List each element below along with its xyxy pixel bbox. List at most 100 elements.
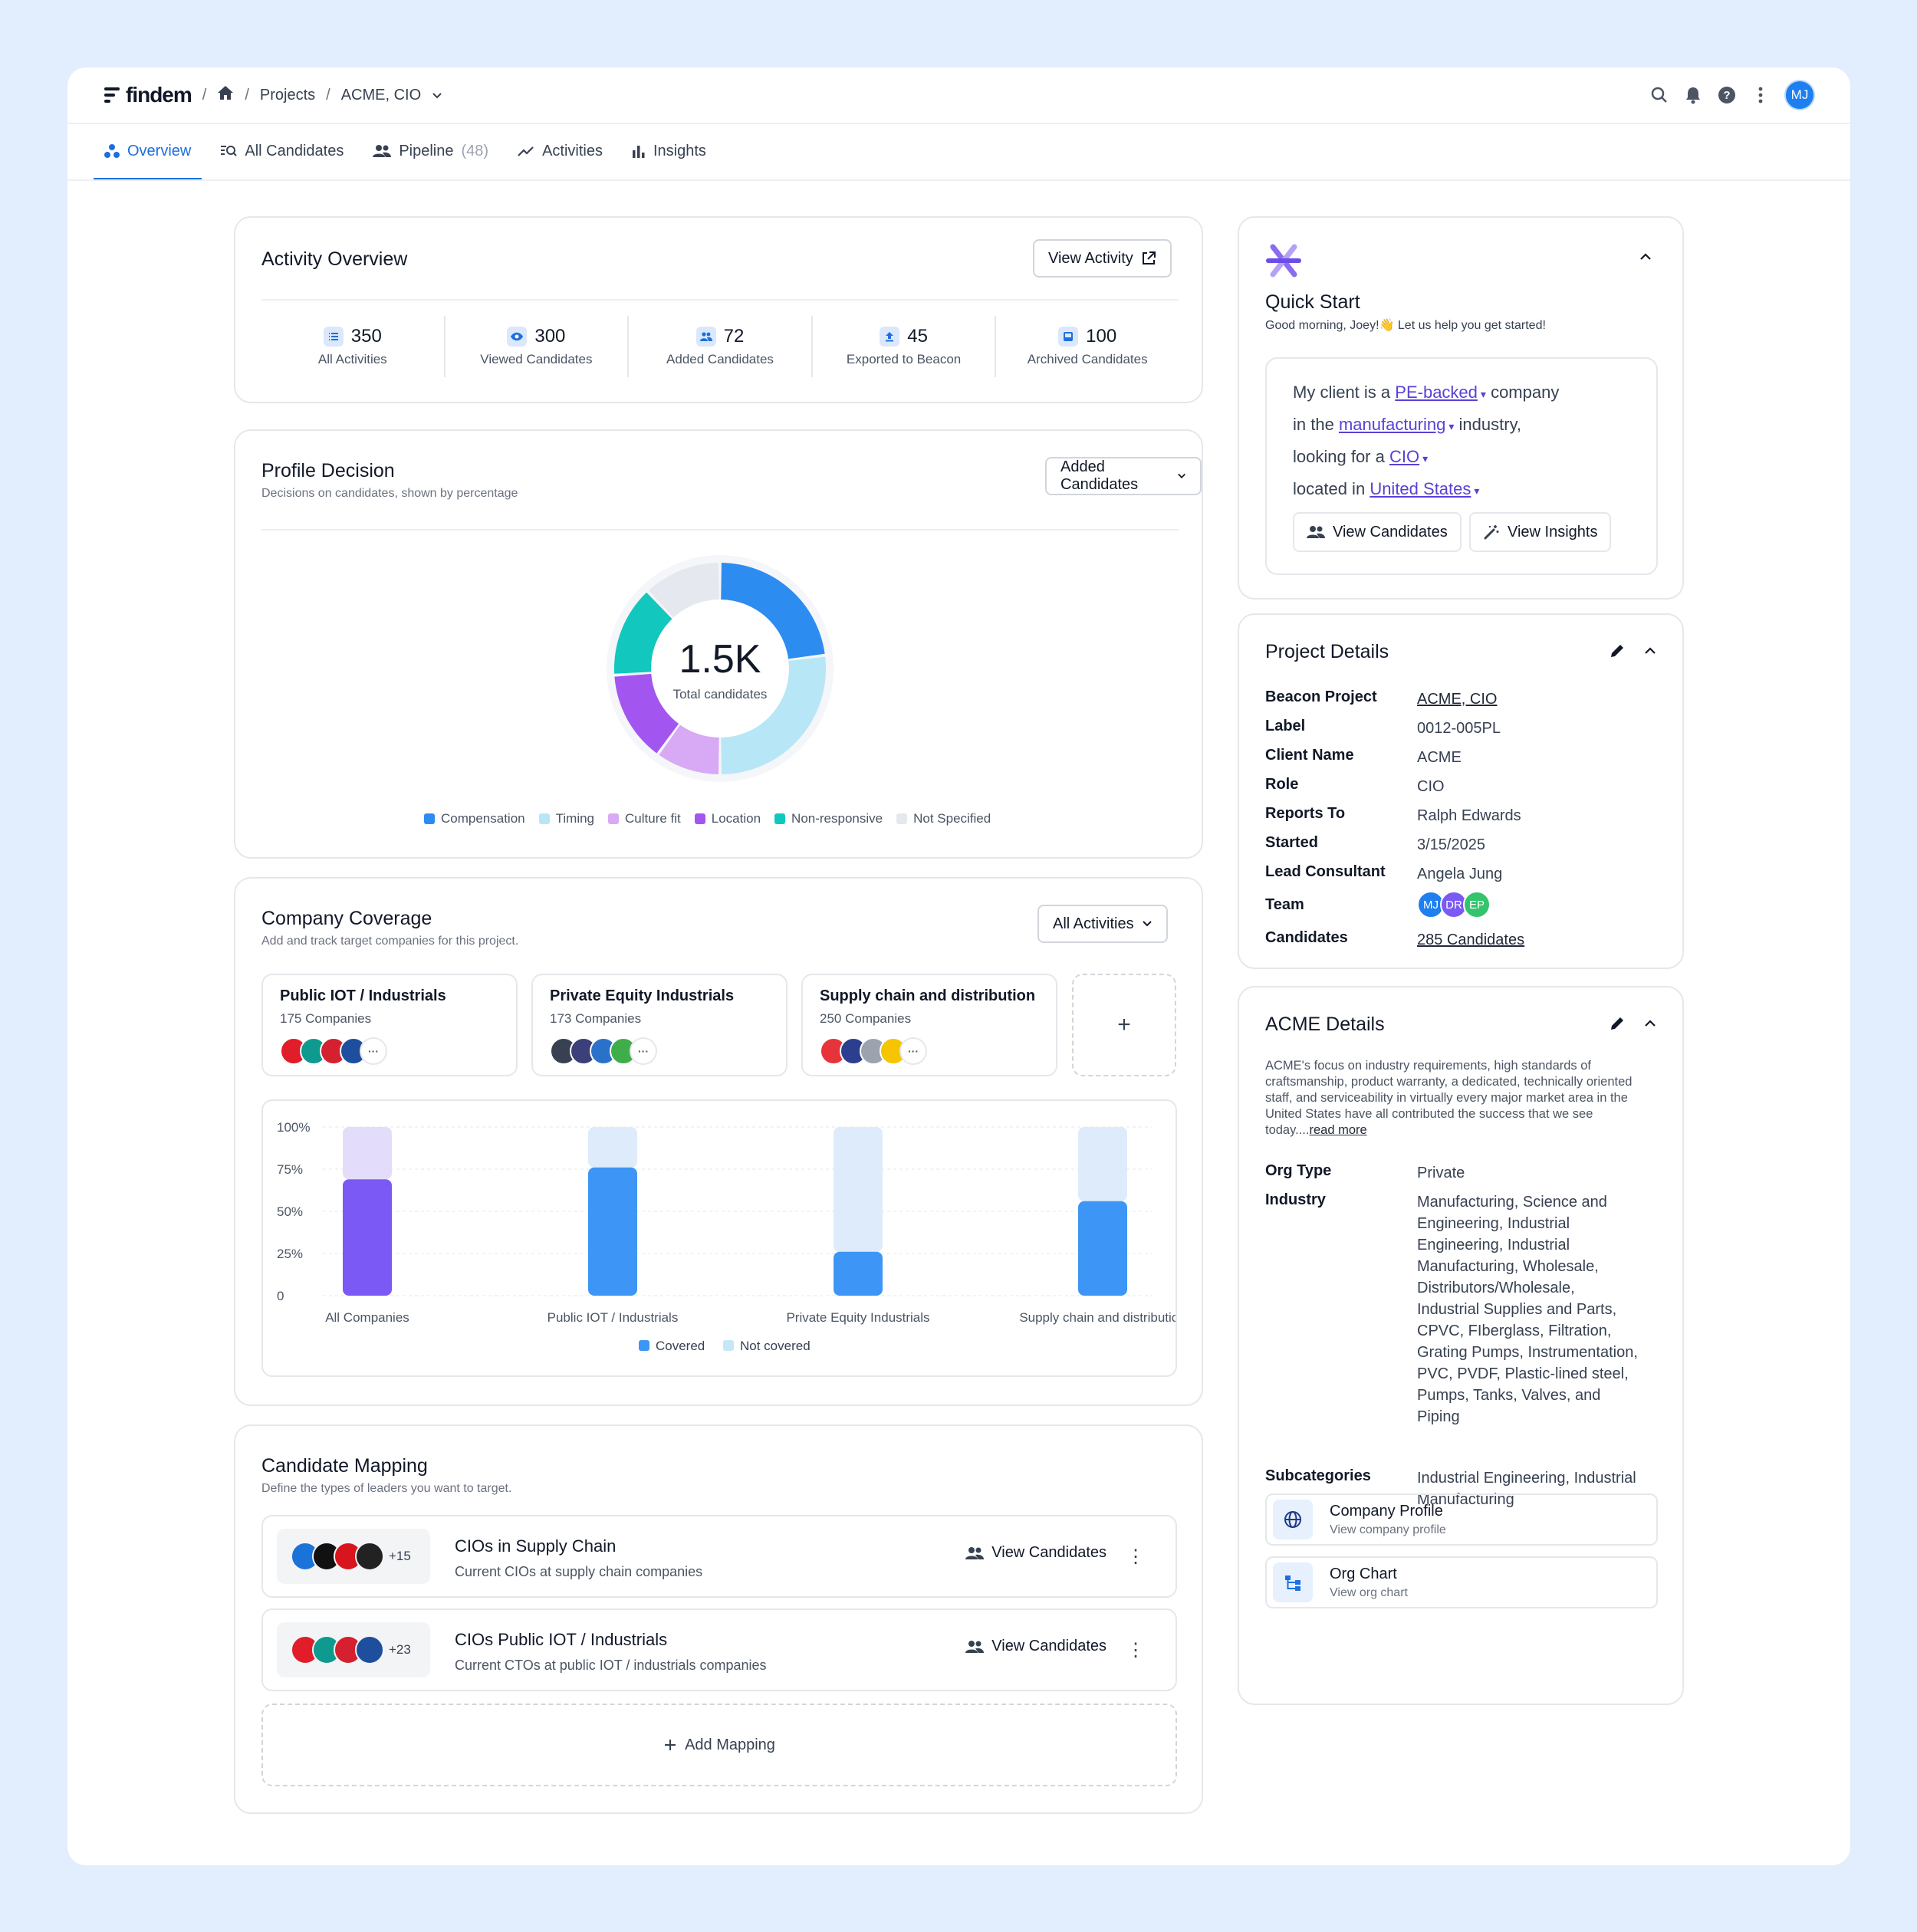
breadcrumb-projects[interactable]: Projects xyxy=(259,86,316,104)
legend-item-not-specified[interactable]: Not Specified xyxy=(896,811,991,826)
legend-item-compensation[interactable]: Compensation xyxy=(424,811,525,826)
stat-added-candidates[interactable]: 72 Added Candidates xyxy=(629,316,813,377)
stat-all-activities[interactable]: 350 All Activities xyxy=(261,316,446,377)
stat-label: Viewed Candidates xyxy=(480,352,593,366)
acme-row-org-type: Org Type Private xyxy=(1265,1162,1465,1184)
more-vertical-icon[interactable]: ⋮ xyxy=(1126,1640,1145,1661)
tab-all-candidates[interactable]: All Candidates xyxy=(209,124,354,181)
profile-decision-title: Profile Decision xyxy=(261,460,395,481)
legend-label: Location xyxy=(711,811,761,826)
detail-row-team: Team MJ DR EP xyxy=(1265,891,1491,918)
tab-overview[interactable]: Overview xyxy=(94,124,202,181)
edit-pencil-icon[interactable] xyxy=(1609,1015,1626,1032)
team-avatar[interactable]: EP xyxy=(1463,891,1491,918)
profile-decision-subtitle: Decisions on candidates, shown by percen… xyxy=(261,487,518,500)
bar-not-covered-public-iot-industrials[interactable] xyxy=(588,1127,637,1168)
legend-item-timing[interactable]: Timing xyxy=(538,811,594,826)
breadcrumb-project[interactable]: ACME, CIO xyxy=(340,86,422,104)
mapping-row[interactable]: +15 CIOs in Supply Chain Current CIOs at… xyxy=(261,1515,1177,1598)
magic-wand-icon xyxy=(1484,525,1499,540)
tab-count: (48) xyxy=(461,142,489,159)
tab-pipeline[interactable]: Pipeline (48) xyxy=(362,124,499,181)
candidates-link[interactable]: 285 Candidates xyxy=(1417,932,1525,948)
top-actions: ? MJ xyxy=(1649,80,1815,110)
search-icon[interactable] xyxy=(1649,85,1669,105)
bar-covered-supply-chain-and-distribution[interactable] xyxy=(1078,1201,1127,1296)
legend-label-not-covered[interactable]: Not covered xyxy=(740,1339,811,1353)
acme-details-card: ACME Details ACME's focus on industry re… xyxy=(1238,986,1684,1705)
chevron-down-icon[interactable]: ▾ xyxy=(1422,452,1429,465)
read-more-link[interactable]: read more xyxy=(1309,1123,1367,1137)
coverage-filter-dropdown[interactable]: All Activities xyxy=(1037,905,1168,943)
legend-item-culture-fit[interactable]: Culture fit xyxy=(608,811,681,826)
bar-chart-icon xyxy=(632,146,645,158)
chevron-down-icon[interactable]: ▾ xyxy=(1474,485,1480,497)
role-select[interactable]: CIO xyxy=(1389,447,1420,466)
bar-covered-public-iot-industrials[interactable] xyxy=(588,1167,637,1296)
x-tick-label: Supply chain and distribution xyxy=(1019,1310,1176,1325)
legend-item-location[interactable]: Location xyxy=(694,811,761,826)
bar-not-covered-private-equity-industrials[interactable] xyxy=(834,1127,883,1252)
beacon-project-link[interactable]: ACME, CIO xyxy=(1417,691,1498,708)
company-coverage-card: Company Coverage Add and track target co… xyxy=(234,877,1203,1406)
bar-covered-private-equity-industrials[interactable] xyxy=(834,1251,883,1296)
people-icon xyxy=(373,145,392,157)
chevron-up-icon[interactable] xyxy=(1644,647,1656,655)
bell-icon[interactable] xyxy=(1683,85,1703,105)
legend-label: Not Specified xyxy=(913,811,991,826)
more-vertical-icon[interactable]: ⋮ xyxy=(1126,1546,1145,1567)
chevron-down-icon[interactable]: ▾ xyxy=(1480,388,1486,400)
view-candidates-label: View Candidates xyxy=(991,1638,1106,1654)
candidate-mapping-title: Candidate Mapping xyxy=(261,1455,428,1477)
legend-label-covered[interactable]: Covered xyxy=(656,1339,705,1353)
tab-label: All Candidates xyxy=(245,142,344,159)
coverage-group-public-iot[interactable]: Public IOT / Industrials 175 Companies ·… xyxy=(261,974,518,1076)
add-mapping-button[interactable]: Add Mapping xyxy=(261,1704,1177,1786)
coverage-group-supply-chain[interactable]: Supply chain and distribution 250 Compan… xyxy=(801,974,1057,1076)
detail-key: Candidates xyxy=(1265,929,1348,946)
tab-label: Activities xyxy=(542,142,603,159)
bar-not-covered-all-companies[interactable] xyxy=(343,1127,392,1180)
bar-not-covered-supply-chain-and-distribution[interactable] xyxy=(1078,1127,1127,1201)
edit-pencil-icon[interactable] xyxy=(1609,642,1626,659)
company-profile-link[interactable]: Company Profile View company profile xyxy=(1265,1493,1658,1546)
mapping-logos: +15 xyxy=(277,1529,430,1584)
team-avatar[interactable]: DR xyxy=(1440,891,1468,918)
coverage-group-private-equity[interactable]: Private Equity Industrials 173 Companies… xyxy=(531,974,788,1076)
qs-view-insights-button[interactable]: View Insights xyxy=(1469,512,1612,552)
sparkle-logo-icon xyxy=(1266,244,1301,278)
chevron-up-icon[interactable] xyxy=(1639,253,1652,261)
mapping-row[interactable]: +23 CIOs Public IOT / Industrials Curren… xyxy=(261,1608,1177,1691)
more-vertical-icon[interactable] xyxy=(1751,85,1771,105)
detail-row-beacon-project: Beacon Project ACME, CIO xyxy=(1265,688,1497,710)
view-activity-button[interactable]: View Activity xyxy=(1033,239,1172,278)
industry-select[interactable]: manufacturing xyxy=(1338,415,1446,434)
people-icon xyxy=(965,1640,985,1653)
findem-logo[interactable]: findem xyxy=(104,83,192,107)
help-icon[interactable]: ? xyxy=(1717,85,1737,105)
profile-filter-dropdown[interactable]: Added Candidates xyxy=(1045,457,1202,495)
view-candidates-button[interactable]: View Candidates xyxy=(965,1544,1106,1562)
qs-text: looking for a xyxy=(1293,447,1385,466)
location-select[interactable]: United States xyxy=(1370,479,1471,498)
home-icon[interactable] xyxy=(217,85,234,105)
view-candidates-button[interactable]: View Candidates xyxy=(965,1638,1106,1655)
legend-item-non-responsive[interactable]: Non-responsive xyxy=(774,811,883,826)
tab-activities[interactable]: Activities xyxy=(507,124,613,181)
stat-label: Added Candidates xyxy=(666,352,774,366)
plus-icon xyxy=(665,1740,676,1750)
tab-insights[interactable]: Insights xyxy=(621,124,717,181)
stat-viewed-candidates[interactable]: 300 Viewed Candidates xyxy=(446,316,630,377)
stat-archived-candidates[interactable]: 100 Archived Candidates xyxy=(996,316,1179,377)
more-count: +15 xyxy=(389,1549,411,1563)
user-avatar[interactable]: MJ xyxy=(1784,80,1815,110)
qs-view-candidates-button[interactable]: View Candidates xyxy=(1293,512,1462,552)
bar-covered-all-companies[interactable] xyxy=(343,1179,392,1296)
ownership-select[interactable]: PE-backed xyxy=(1395,383,1478,402)
chevron-up-icon[interactable] xyxy=(1644,1020,1656,1027)
stat-exported-beacon[interactable]: 45 Exported to Beacon xyxy=(813,316,997,377)
org-chart-link[interactable]: Org Chart View org chart xyxy=(1265,1556,1658,1608)
chevron-down-icon[interactable] xyxy=(432,87,442,104)
add-coverage-group-button[interactable]: + xyxy=(1072,974,1176,1076)
chevron-down-icon[interactable]: ▾ xyxy=(1448,420,1455,432)
